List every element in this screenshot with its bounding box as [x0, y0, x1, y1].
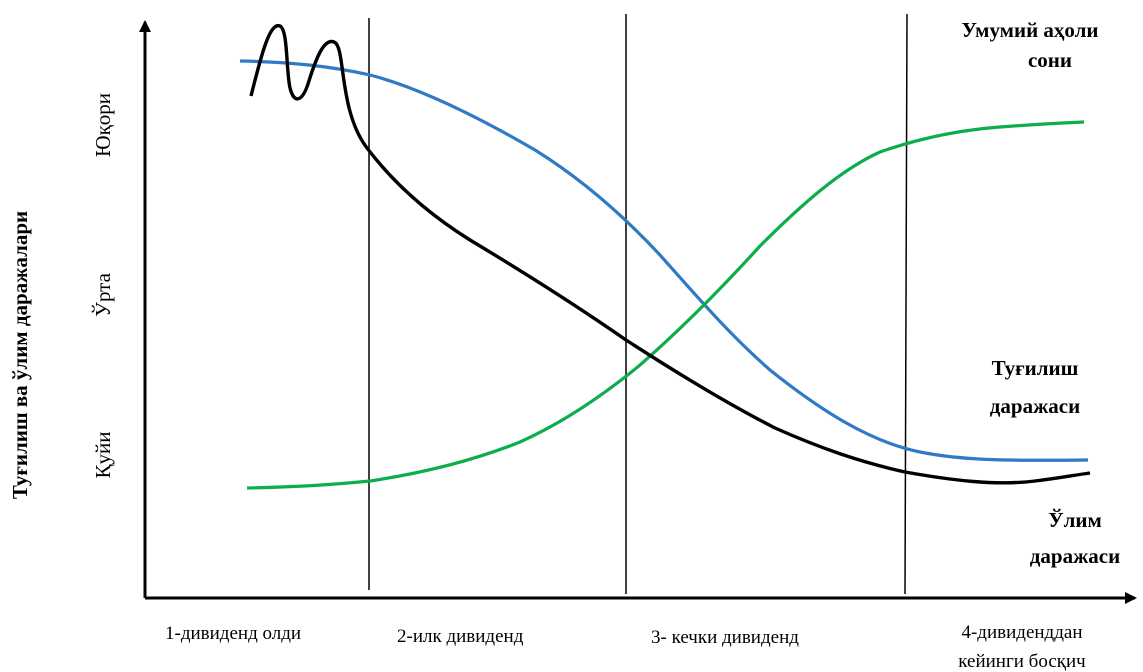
series-label-death-line-1: Ўлим: [1048, 508, 1102, 532]
series-label-birth-line-1: Туғилиш: [992, 356, 1079, 380]
y-level-label-mid: Ўрта: [91, 272, 115, 317]
stage-label-4-line-1: 4-дивиденддан: [961, 622, 1082, 643]
series-label-population-line-2: сони: [1028, 48, 1072, 72]
series-line-birth: [246, 120, 1085, 490]
series-line-death: [249, 24, 1091, 485]
series-label-death-line-2: даражаси: [1030, 544, 1120, 568]
series-label-birth-line-2: даражаси: [990, 394, 1080, 418]
stage-label-2: 2-илк дивиденд: [397, 626, 524, 647]
series-line-population: [239, 59, 1089, 462]
y-level-label-high: Юқори: [91, 93, 115, 157]
stage-label-4-line-2: кейинги босқич: [958, 651, 1086, 672]
stage-divider-3: [904, 13, 908, 595]
y-axis-title: Туғилиш ва ўлим даражалари: [8, 211, 32, 499]
stage-label-3: 3- кечки дивиденд: [651, 627, 799, 648]
stage-label-1: 1-дивиденд олди: [165, 623, 301, 644]
series-label-population-line-1: Умумий аҳоли: [961, 18, 1098, 42]
y-level-label-low: Қуйи: [91, 432, 115, 479]
